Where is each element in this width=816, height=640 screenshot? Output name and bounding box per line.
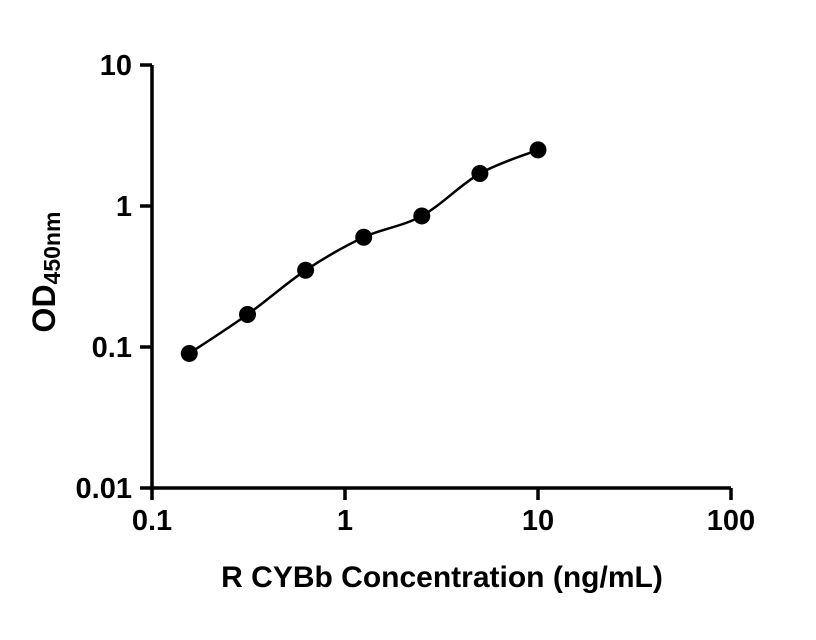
- data-point: [355, 228, 373, 246]
- y-tick-label: 0.01: [76, 473, 132, 505]
- x-tick-label: 100: [707, 505, 755, 537]
- data-point: [239, 306, 257, 324]
- y-axis-title: OD450nm: [22, 172, 66, 372]
- y-axis-title-main: OD: [26, 284, 62, 333]
- x-tick-label: 0.1: [132, 505, 172, 537]
- y-tick-label: 0.1: [92, 332, 132, 364]
- x-tick-label: 1: [337, 505, 353, 537]
- x-tick-label: 10: [522, 505, 554, 537]
- y-tick-label: 1: [116, 191, 132, 223]
- x-axis-title: R CYBb Concentration (ng/mL): [221, 561, 663, 594]
- data-point: [529, 141, 547, 159]
- y-axis-title-subscript: 450nm: [39, 211, 65, 285]
- data-point: [297, 261, 315, 279]
- standard-curve-line: [188, 148, 539, 355]
- y-tick-label: 10: [100, 50, 132, 82]
- data-point: [413, 207, 431, 225]
- data-point: [471, 165, 489, 183]
- axis-lines: [150, 65, 731, 490]
- data-point: [180, 344, 198, 362]
